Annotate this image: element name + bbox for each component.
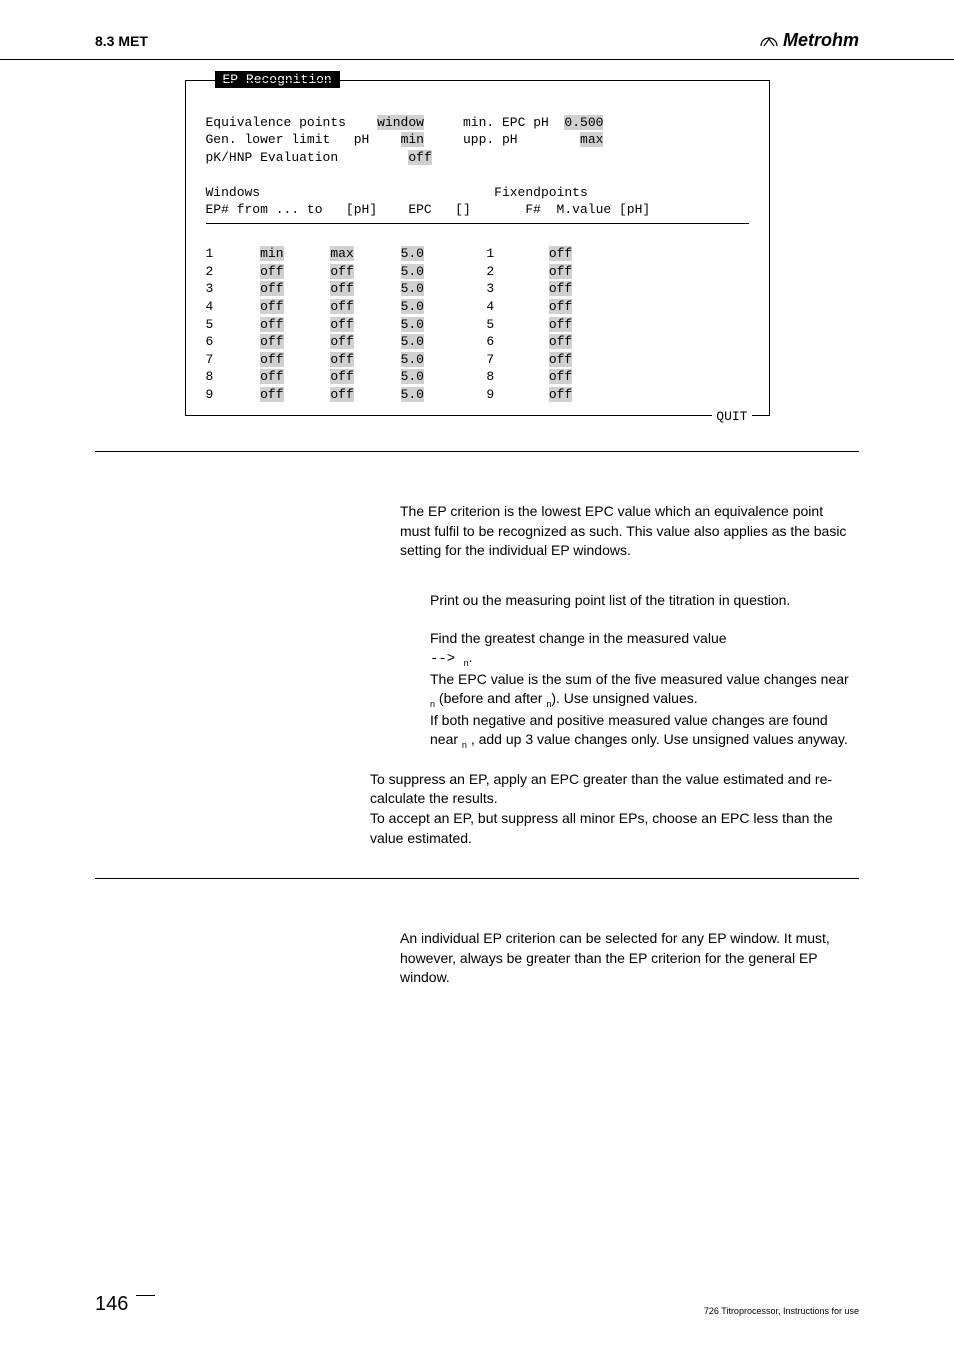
terminal-header-row: EP# from ... to [pH] EPC [] F# M.value [… xyxy=(206,202,651,217)
page-header: 8.3 MET Metrohm xyxy=(0,0,954,60)
quit-label: QUIT xyxy=(712,409,751,424)
metrohm-icon xyxy=(759,34,779,48)
terminal-line: Gen. lower limit pH min upp. pH max xyxy=(206,132,604,147)
paragraph: To accept an EP, but suppress all minor … xyxy=(370,809,854,848)
bullet-item: Print ou the measuring point list of the… xyxy=(430,591,854,611)
page-number: 146 xyxy=(95,1293,136,1316)
terminal-content: Equivalence points window min. EPC pH 0.… xyxy=(185,80,770,416)
paragraph: The EP criterion is the lowest EPC value… xyxy=(400,502,854,561)
table-row: 2 off off 5.0 2 off xyxy=(206,264,573,279)
terminal-line: Equivalence points window min. EPC pH 0.… xyxy=(206,115,604,130)
terminal-window: EP Recognition Equivalence points window… xyxy=(185,80,770,416)
paragraph: An individual EP criterion can be select… xyxy=(400,929,854,988)
bullet-item: The EPC value is the sum of the five mea… xyxy=(430,670,854,711)
section-divider xyxy=(95,451,859,452)
bullet-item: Find the greatest change in the measured… xyxy=(430,629,854,670)
bullet-item: If both negative and positive measured v… xyxy=(430,711,854,752)
content-section-3: To suppress an EP, apply an EPC greater … xyxy=(370,770,854,848)
content-section-2: Print ou the measuring point list of the… xyxy=(400,591,854,752)
table-row: 5 off off 5.0 5 off xyxy=(206,317,573,332)
brand: Metrohm xyxy=(759,30,859,51)
table-row: 1 min max 5.0 1 off xyxy=(206,246,573,261)
table-row: 9 off off 5.0 9 off xyxy=(206,387,573,402)
table-row: 3 off off 5.0 3 off xyxy=(206,281,573,296)
table-row: 8 off off 5.0 8 off xyxy=(206,369,573,384)
table-row: 6 off off 5.0 6 off xyxy=(206,334,573,349)
content-section-4: An individual EP criterion can be select… xyxy=(400,929,854,988)
content-section-1: The EP criterion is the lowest EPC value… xyxy=(400,502,854,561)
page-footer: 146 726 Titroprocessor, Instructions for… xyxy=(95,1293,859,1316)
terminal-line: Windows Fixendpoints xyxy=(206,185,588,200)
section-label: 8.3 MET xyxy=(95,33,148,49)
table-row: 4 off off 5.0 4 off xyxy=(206,299,573,314)
terminal-line: pK/HNP Evaluation off xyxy=(206,150,432,165)
paragraph: To suppress an EP, apply an EPC greater … xyxy=(370,770,854,809)
terminal-divider xyxy=(206,223,749,224)
table-row: 7 off off 5.0 7 off xyxy=(206,352,573,367)
section-divider xyxy=(95,878,859,879)
footer-doc-title: 726 Titroprocessor, Instructions for use xyxy=(704,1306,859,1316)
brand-text: Metrohm xyxy=(783,30,859,51)
